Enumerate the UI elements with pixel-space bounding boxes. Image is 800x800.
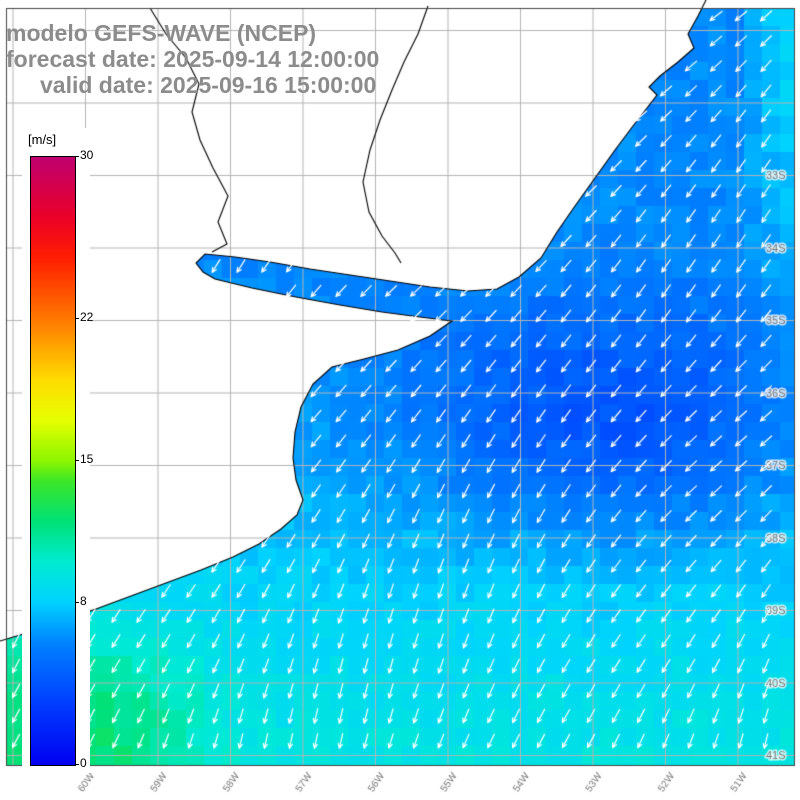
colorbar-units-label: [m/s] [28, 132, 57, 147]
colorbar-tick-label: 15 [80, 452, 94, 466]
colorbar-tick-mark [75, 601, 79, 603]
map-title-block: modelo GEFS-WAVE (NCEP) forecast date: 2… [6, 20, 379, 98]
valid-date-label: valid date: 2025-09-16 15:00:00 [40, 72, 377, 98]
colorbar-tick-label: 22 [80, 310, 94, 325]
colorbar-tick-label: 8 [80, 593, 87, 608]
model-title: modelo GEFS-WAVE (NCEP) [6, 20, 317, 46]
colorbar-tick-mark [75, 764, 79, 765]
colorbar-gradient [30, 156, 76, 766]
colorbar-tick-mark [75, 318, 79, 320]
colorbar: [m/s] 30 22 15 8 0 [22, 128, 94, 773]
colorbar-tick-mark [75, 156, 79, 157]
colorbar-tick-label: 0 [80, 756, 87, 770]
colorbar-tick-mark [75, 460, 79, 461]
colorbar-tick-label: 30 [80, 148, 94, 162]
forecast-date-label: forecast date: 2025-09-14 12:00:00 [6, 46, 380, 72]
